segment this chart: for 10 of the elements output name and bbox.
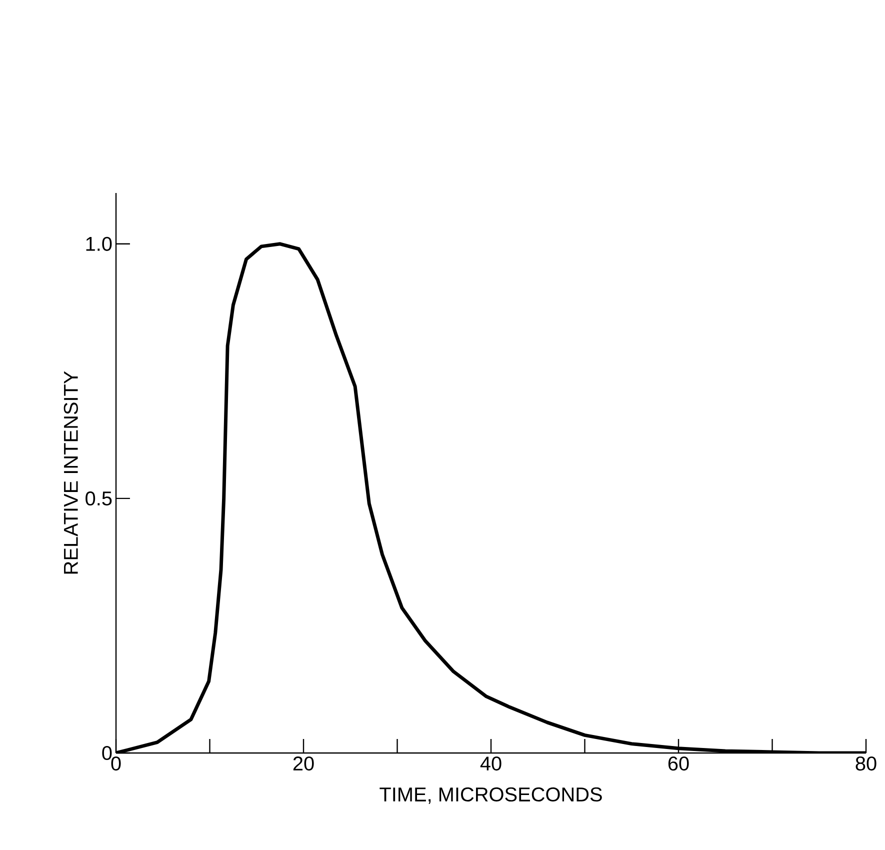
y-tick-label: 1.0: [86, 236, 112, 251]
x-tick-label: 60: [668, 756, 689, 771]
x-tick-label: 40: [480, 756, 502, 771]
y-tick-label: 0: [102, 746, 112, 760]
y-axis-title: RELATIVE INTENSITY: [64, 371, 78, 574]
x-axis-title: TIME, MICROSECONDS: [380, 787, 602, 804]
x-tick-label: 0: [111, 756, 121, 771]
x-tick-label: 80: [856, 756, 876, 771]
x-tick-label: 20: [293, 756, 314, 771]
y-tick-label: 0.5: [86, 491, 112, 506]
